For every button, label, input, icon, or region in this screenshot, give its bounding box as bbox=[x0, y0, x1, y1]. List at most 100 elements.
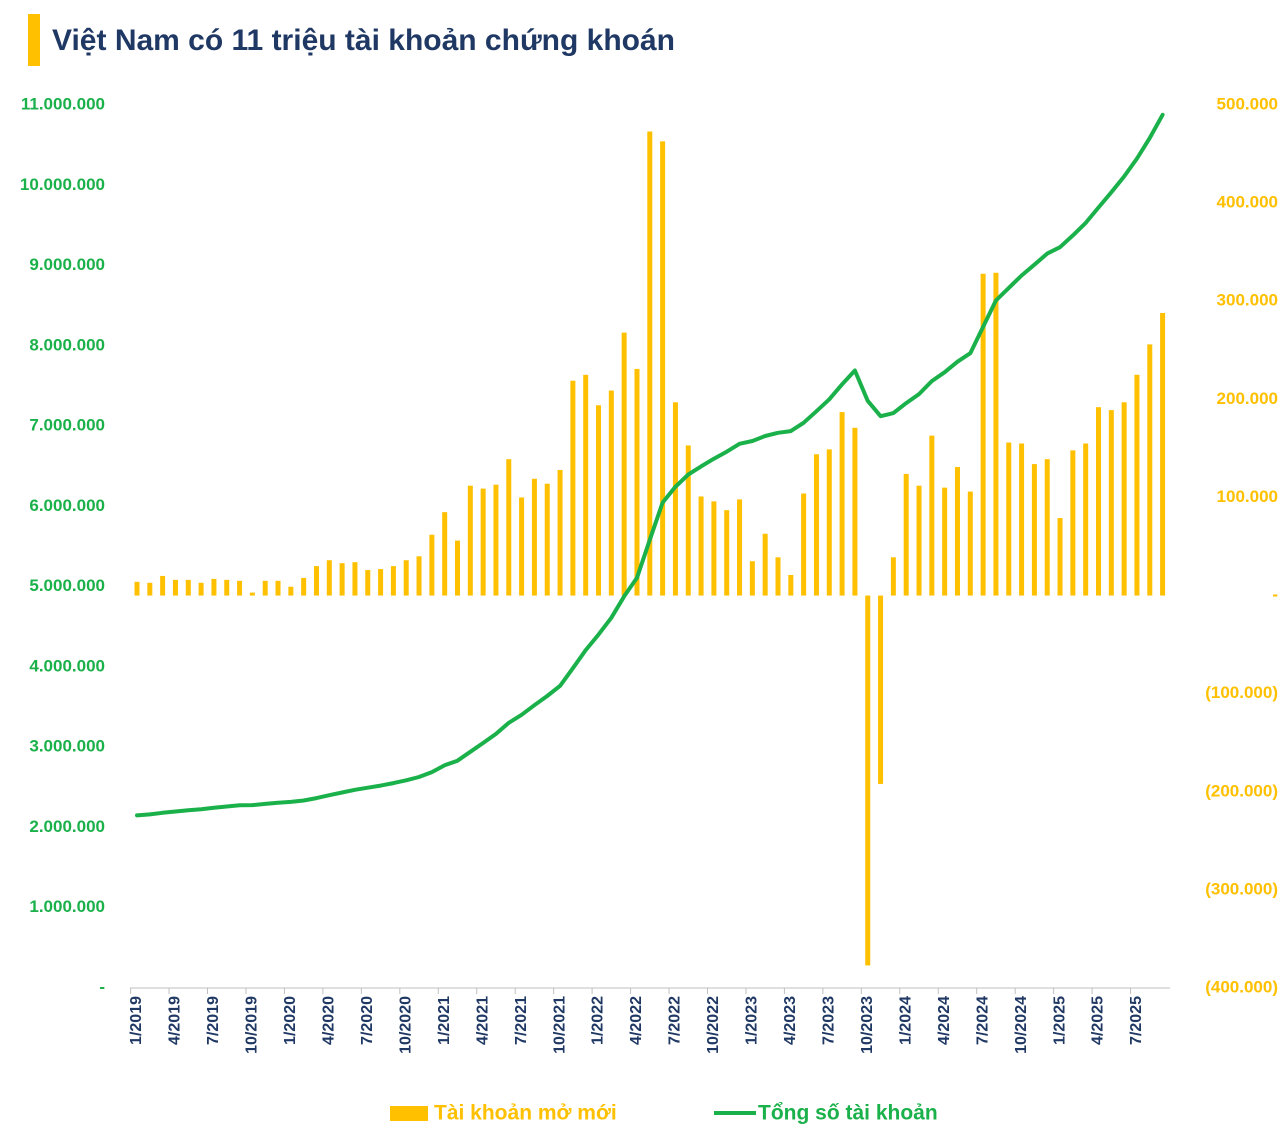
bar bbox=[583, 374, 589, 596]
bar bbox=[519, 497, 525, 596]
y2-tick-label: - bbox=[1272, 585, 1278, 604]
x-tick-label: 1/2024 bbox=[897, 996, 914, 1045]
x-tick-label: 1/2021 bbox=[436, 996, 453, 1045]
bar bbox=[429, 534, 435, 596]
y-tick-label: 3.000.000 bbox=[29, 737, 105, 756]
bar bbox=[1070, 450, 1076, 596]
x-tick-label: 7/2023 bbox=[820, 996, 837, 1045]
line bbox=[135, 112, 1165, 818]
bar bbox=[390, 566, 396, 596]
x-tick-label: 4/2025 bbox=[1090, 996, 1107, 1045]
bar bbox=[608, 390, 614, 596]
y-tick-label: 5.000.000 bbox=[29, 576, 105, 595]
legend-label: Tài khoản mở mới bbox=[434, 1102, 617, 1125]
x-tick-label: 1/2025 bbox=[1051, 996, 1068, 1045]
bar bbox=[1108, 410, 1114, 596]
bar bbox=[916, 485, 922, 596]
bar bbox=[237, 580, 243, 596]
bar bbox=[737, 499, 743, 596]
legend-label: Tổng số tài khoản bbox=[758, 1102, 938, 1125]
bar bbox=[993, 272, 999, 596]
x-tick-label: 7/2019 bbox=[205, 996, 222, 1045]
bar bbox=[326, 560, 332, 596]
x-tick-label: 1/2023 bbox=[744, 996, 761, 1045]
bar bbox=[775, 557, 781, 596]
bar bbox=[557, 469, 563, 596]
x-tick-label: 1/2019 bbox=[128, 996, 145, 1045]
bar bbox=[339, 563, 345, 596]
bar bbox=[249, 592, 255, 596]
y2-tick-label: (100.000) bbox=[1205, 683, 1278, 702]
x-tick-label: 7/2025 bbox=[1128, 996, 1145, 1045]
bar bbox=[967, 491, 973, 596]
bar bbox=[890, 557, 896, 596]
y2-tick-label: (300.000) bbox=[1205, 879, 1278, 898]
bar bbox=[711, 501, 717, 596]
bar bbox=[839, 412, 845, 596]
bar bbox=[493, 484, 499, 596]
bar bbox=[1057, 518, 1063, 596]
bar bbox=[1096, 407, 1101, 596]
bar bbox=[1147, 344, 1153, 596]
x-tick-label: 4/2022 bbox=[628, 996, 645, 1045]
bar bbox=[724, 510, 730, 596]
bar bbox=[275, 580, 281, 596]
bar bbox=[801, 493, 807, 596]
bar bbox=[1006, 442, 1012, 596]
y2-tick-label: 100.000 bbox=[1217, 487, 1278, 506]
bar bbox=[698, 496, 704, 596]
bar bbox=[455, 540, 460, 596]
x-tick-label: 10/2021 bbox=[551, 996, 568, 1054]
bar bbox=[1083, 443, 1089, 596]
bar bbox=[621, 332, 627, 596]
bar bbox=[1031, 464, 1037, 596]
x-tick-label: 4/2024 bbox=[936, 996, 953, 1045]
x-tick-label: 4/2021 bbox=[474, 996, 491, 1045]
x-tick-label: 10/2020 bbox=[397, 996, 414, 1054]
x-tick-label: 10/2024 bbox=[1013, 996, 1030, 1054]
y-tick-label: 9.000.000 bbox=[29, 255, 105, 274]
bar bbox=[262, 580, 268, 596]
x-tick-label: 1/2020 bbox=[282, 996, 299, 1045]
bar bbox=[929, 435, 935, 596]
bar bbox=[762, 533, 768, 596]
bar bbox=[467, 485, 473, 596]
x-tick-label: 1/2022 bbox=[590, 996, 607, 1045]
bar bbox=[980, 273, 986, 596]
bar bbox=[954, 467, 960, 596]
y2-tick-label: (400.000) bbox=[1205, 977, 1278, 996]
legend-swatch bbox=[390, 1106, 428, 1121]
bar bbox=[172, 579, 178, 596]
bar bbox=[903, 473, 909, 596]
x-tick-label: 10/2022 bbox=[705, 996, 722, 1054]
bar bbox=[416, 556, 422, 596]
x-tick-label: 7/2020 bbox=[359, 996, 376, 1045]
y2-tick-label: 200.000 bbox=[1217, 389, 1278, 408]
x-tick-label: 10/2019 bbox=[244, 996, 261, 1054]
x-tick-label: 7/2022 bbox=[667, 996, 684, 1045]
title-accent bbox=[28, 14, 40, 66]
bar bbox=[198, 582, 204, 596]
bar bbox=[403, 560, 409, 596]
x-tick-label: 4/2023 bbox=[782, 996, 799, 1045]
x-tick-label: 7/2024 bbox=[974, 996, 991, 1045]
bar bbox=[211, 578, 217, 596]
bar bbox=[378, 569, 384, 596]
y-tick-label: 1.000.000 bbox=[29, 897, 105, 916]
bar bbox=[660, 141, 666, 596]
bar bbox=[596, 405, 602, 596]
y2-tick-label: 400.000 bbox=[1217, 193, 1278, 212]
y-tick-label: 6.000.000 bbox=[29, 496, 105, 515]
y-tick-label: 10.000.000 bbox=[20, 175, 105, 194]
bar bbox=[352, 562, 358, 596]
bar bbox=[442, 512, 448, 596]
bar bbox=[813, 454, 819, 596]
bar bbox=[634, 368, 640, 596]
bar bbox=[185, 579, 191, 596]
x-tick-label: 10/2023 bbox=[859, 996, 876, 1054]
bar bbox=[301, 577, 307, 596]
bar bbox=[570, 380, 576, 596]
bar bbox=[147, 582, 153, 596]
bar bbox=[1160, 312, 1166, 596]
